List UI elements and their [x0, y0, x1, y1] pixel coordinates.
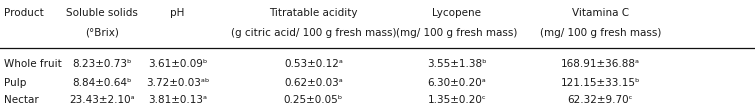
Text: 1.35±0.20ᶜ: 1.35±0.20ᶜ: [427, 95, 486, 105]
Text: Lycopene: Lycopene: [433, 8, 481, 18]
Text: 8.84±0.64ᵇ: 8.84±0.64ᵇ: [72, 78, 131, 88]
Text: Vitamina C: Vitamina C: [572, 8, 629, 18]
Text: 0.25±0.05ᵇ: 0.25±0.05ᵇ: [284, 95, 343, 105]
Text: 3.81±0.13ᵃ: 3.81±0.13ᵃ: [148, 95, 207, 105]
Text: 3.55±1.38ᵇ: 3.55±1.38ᵇ: [427, 59, 486, 69]
Text: Soluble solids: Soluble solids: [66, 8, 138, 18]
Text: 3.72±0.03ᵃᵇ: 3.72±0.03ᵃᵇ: [146, 78, 209, 88]
Text: (g citric acid/ 100 g fresh mass): (g citric acid/ 100 g fresh mass): [230, 28, 396, 38]
Text: 168.91±36.88ᵃ: 168.91±36.88ᵃ: [561, 59, 639, 69]
Text: 8.23±0.73ᵇ: 8.23±0.73ᵇ: [72, 59, 131, 69]
Text: 3.61±0.09ᵇ: 3.61±0.09ᵇ: [148, 59, 207, 69]
Text: 62.32±9.70ᶜ: 62.32±9.70ᶜ: [568, 95, 633, 105]
Text: Nectar: Nectar: [4, 95, 39, 105]
Text: 121.15±33.15ᵇ: 121.15±33.15ᵇ: [560, 78, 640, 88]
Text: (mg/ 100 g fresh mass): (mg/ 100 g fresh mass): [396, 28, 517, 38]
Text: (°Brix): (°Brix): [85, 28, 119, 38]
Text: Pulp: Pulp: [4, 78, 26, 88]
Text: pH: pH: [170, 8, 185, 18]
Text: 6.30±0.20ᵃ: 6.30±0.20ᵃ: [427, 78, 486, 88]
Text: (mg/ 100 g fresh mass): (mg/ 100 g fresh mass): [540, 28, 661, 38]
Text: 0.62±0.03ᵃ: 0.62±0.03ᵃ: [284, 78, 343, 88]
Text: Product: Product: [4, 8, 44, 18]
Text: 23.43±2.10ᵃ: 23.43±2.10ᵃ: [69, 95, 134, 105]
Text: Whole fruit: Whole fruit: [4, 59, 61, 69]
Text: 0.53±0.12ᵃ: 0.53±0.12ᵃ: [284, 59, 343, 69]
Text: Titratable acidity: Titratable acidity: [269, 8, 358, 18]
